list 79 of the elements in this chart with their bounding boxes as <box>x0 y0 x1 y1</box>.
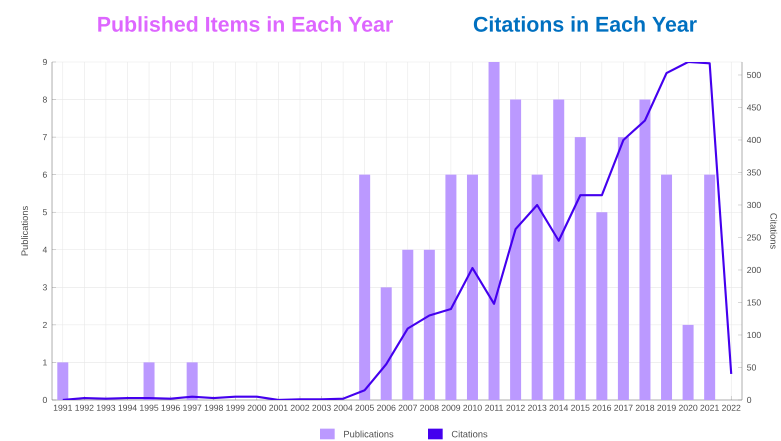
bar <box>488 62 500 400</box>
y-tick-label: 7 <box>42 134 47 140</box>
bar <box>618 137 629 400</box>
y2-tick-label: 450 <box>746 104 761 111</box>
y2-tick-label: 300 <box>747 202 761 208</box>
y2-tick-label: 100 <box>747 332 761 338</box>
y-tick-label: 6 <box>42 172 47 178</box>
x-tick-label: 2005 <box>355 404 374 411</box>
x-tick-label: 1999 <box>226 404 245 411</box>
x-tick-label: 2007 <box>398 404 417 411</box>
x-tick-label: 1993 <box>96 404 116 411</box>
x-tick-label: 2008 <box>420 404 439 411</box>
bar <box>359 174 370 400</box>
x-tick-label: 2003 <box>312 404 331 411</box>
y-tick-label: 1 <box>43 359 47 366</box>
bar <box>424 250 435 400</box>
bar <box>661 174 672 400</box>
x-tick-label: 2011 <box>485 404 503 411</box>
x-tick-label: 2010 <box>463 404 482 411</box>
bar <box>704 174 716 400</box>
x-tick-label: 1994 <box>118 404 137 411</box>
y2-tick-label: 50 <box>747 364 756 371</box>
x-tick-label: 2014 <box>550 404 568 411</box>
x-tick-label: 2017 <box>614 404 633 411</box>
x-tick-label: 2015 <box>571 404 590 411</box>
chart-subtitle: Citations in Each Year <box>474 16 697 32</box>
bar <box>553 100 564 400</box>
bar <box>639 100 650 400</box>
x-tick-label: 2019 <box>657 404 676 411</box>
x-tick-label: 2000 <box>248 404 266 411</box>
y-tick-label: 4 <box>42 246 48 253</box>
x-tick-label: 2004 <box>334 404 352 411</box>
x-tick-label: 2018 <box>636 404 654 411</box>
x-tick-label: 2021 <box>700 404 719 411</box>
x-tick-label: 1998 <box>204 404 223 411</box>
bar <box>574 137 586 400</box>
x-tick-label: 1996 <box>162 404 180 411</box>
y2-tick-label: 500 <box>747 72 761 78</box>
x-tick-label: 2001 <box>269 404 288 411</box>
x-tick-label: 1992 <box>75 404 94 411</box>
x-tick-label: 2012 <box>506 404 525 411</box>
x-tick-label: 1997 <box>183 404 202 411</box>
y-axis-title: Publications <box>21 206 28 256</box>
x-tick-label: 2020 <box>678 404 698 411</box>
bar <box>596 212 608 400</box>
bar <box>144 362 155 400</box>
x-tick-label: 2022 <box>722 404 740 411</box>
bar <box>380 287 392 400</box>
bar <box>57 362 68 400</box>
y-tick-label: 2 <box>42 322 47 328</box>
y2-axis-title: Citations <box>770 213 778 249</box>
bar <box>532 174 543 400</box>
y2-tick-label: 0 <box>747 396 752 404</box>
bar <box>466 174 478 400</box>
bar <box>682 324 694 400</box>
bar <box>186 362 198 400</box>
y2-tick-label: 250 <box>747 234 761 241</box>
y2-tick-label: 400 <box>746 136 761 144</box>
x-tick-label: 1991 <box>54 404 72 411</box>
y-tick-label: 8 <box>42 96 47 103</box>
y-tick-label: 9 <box>42 58 47 66</box>
x-tick-label: 2009 <box>442 404 460 411</box>
bar <box>402 250 414 400</box>
bar <box>510 100 522 400</box>
x-tick-label: 2002 <box>290 404 310 411</box>
x-tick-label: 2013 <box>528 404 546 411</box>
bar <box>445 174 456 400</box>
legend-label: Citations <box>452 430 488 438</box>
y2-tick-label: 200 <box>747 266 761 274</box>
x-tick-label: 2006 <box>377 404 396 411</box>
y-tick-label: 3 <box>42 284 47 290</box>
legend-label: Publications <box>344 430 394 438</box>
y-tick-label: 5 <box>42 209 47 216</box>
chart-title: Published Items in Each Year <box>98 16 393 32</box>
x-tick-label: 2016 <box>592 404 612 411</box>
y2-tick-label: 350 <box>747 169 761 176</box>
x-tick-label: 1995 <box>140 404 158 411</box>
y-tick-label: 0 <box>42 396 47 404</box>
y2-tick-label: 150 <box>747 299 761 306</box>
